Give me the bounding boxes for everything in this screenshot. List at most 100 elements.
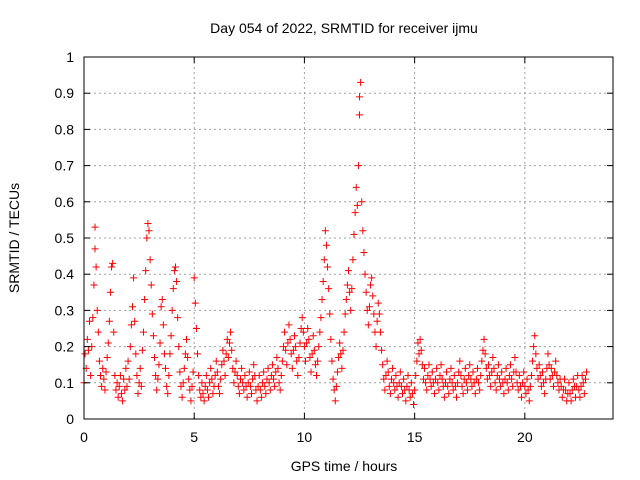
data-point [402,397,410,405]
data-point [260,368,268,376]
data-point [178,393,186,401]
data-point [356,111,364,119]
data-point [263,375,271,383]
data-point [110,328,118,336]
data-point [362,288,370,296]
data-point [288,364,296,372]
data-point [578,372,586,380]
data-point [351,209,359,217]
data-point [214,382,222,390]
data-point [208,375,216,383]
y-tick-label: 0 [66,411,74,427]
data-point [188,382,196,390]
data-point [415,350,423,358]
data-point [540,379,548,387]
data-point [552,357,560,365]
data-point [171,263,179,271]
data-point [352,183,360,191]
data-point [567,397,575,405]
data-point [569,375,577,383]
data-point [576,393,584,401]
data-point [276,386,284,394]
data-point [321,227,329,235]
data-point [249,375,257,383]
y-tick-label: 0.4 [55,266,75,282]
data-point [271,382,279,390]
data-point [179,379,187,387]
data-point [469,368,477,376]
data-point [228,346,236,354]
data-point [341,310,349,318]
data-point [330,386,338,394]
data-point [230,379,238,387]
data-point [379,361,387,369]
data-point [282,346,290,354]
data-point [557,382,565,390]
data-point [462,379,470,387]
data-point [342,296,350,304]
data-point [116,372,124,380]
data-point [240,386,248,394]
data-point [314,357,322,365]
data-point [492,386,500,394]
data-point [380,375,388,383]
data-point [546,375,554,383]
data-point [317,314,325,322]
data-point [500,390,508,398]
data-point [348,285,356,293]
data-point [392,372,400,380]
data-point [315,343,323,351]
chart-title: Day 054 of 2022, SRMTID for receiver ijm… [210,20,478,36]
data-point [187,397,195,405]
data-point [505,372,513,380]
data-point [554,379,562,387]
data-point [369,292,377,300]
data-point [411,386,419,394]
data-point [89,314,97,322]
data-point [113,379,121,387]
data-point [534,375,542,383]
data-point [162,364,170,372]
data-point [365,303,373,311]
data-point [417,346,425,354]
data-point [483,375,491,383]
data-point [148,310,156,318]
data-point [374,299,382,307]
data-point [92,263,100,271]
data-point [241,372,249,380]
data-point [481,350,489,358]
data-point [307,368,315,376]
axis-ticks: 00.10.20.30.40.50.60.70.80.910 5 10 15 20 [55,49,613,445]
data-point [339,346,347,354]
data-point [250,361,258,369]
data-point [153,386,161,394]
data-point [168,306,176,314]
data-point [520,368,528,376]
data-point [468,382,476,390]
data-point [286,335,294,343]
data-point [522,390,530,398]
data-point [101,386,109,394]
data-point [325,285,333,293]
data-point [203,386,211,394]
data-point [360,248,368,256]
data-point [333,368,341,376]
data-point [306,353,314,361]
data-point [549,382,557,390]
data-point [387,375,395,383]
data-point [404,372,412,380]
data-point [135,379,143,387]
data-point [384,368,392,376]
data-point [375,310,383,318]
data-point [199,390,207,398]
data-point [145,227,153,235]
data-point [165,372,173,380]
data-point [117,390,125,398]
data-point [553,372,561,380]
data-point [184,353,192,361]
data-point [209,390,217,398]
data-point [327,335,335,343]
data-point [186,386,194,394]
data-point [103,353,111,361]
data-point [356,93,364,101]
